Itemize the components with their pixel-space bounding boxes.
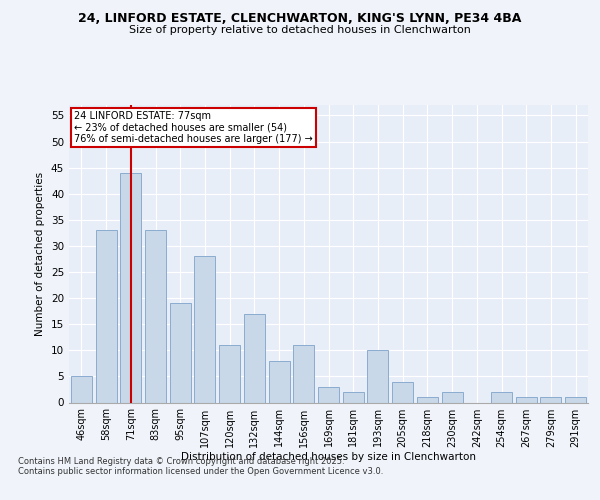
Text: Contains HM Land Registry data © Crown copyright and database right 2025.: Contains HM Land Registry data © Crown c… <box>18 458 344 466</box>
Text: Size of property relative to detached houses in Clenchwarton: Size of property relative to detached ho… <box>129 25 471 35</box>
X-axis label: Distribution of detached houses by size in Clenchwarton: Distribution of detached houses by size … <box>181 452 476 462</box>
Bar <box>417 398 438 402</box>
Bar <box>442 392 463 402</box>
Bar <box>145 230 166 402</box>
Bar <box>565 398 586 402</box>
Bar <box>343 392 364 402</box>
Bar <box>194 256 215 402</box>
Bar <box>293 345 314 403</box>
Text: Contains public sector information licensed under the Open Government Licence v3: Contains public sector information licen… <box>18 468 383 476</box>
Bar <box>516 398 537 402</box>
Text: 24 LINFORD ESTATE: 77sqm
← 23% of detached houses are smaller (54)
76% of semi-d: 24 LINFORD ESTATE: 77sqm ← 23% of detach… <box>74 111 313 144</box>
Bar <box>244 314 265 402</box>
Bar <box>541 398 562 402</box>
Bar <box>491 392 512 402</box>
Bar <box>170 304 191 402</box>
Bar <box>95 230 116 402</box>
Bar <box>219 345 240 403</box>
Bar <box>269 360 290 403</box>
Bar <box>120 173 141 402</box>
Bar <box>367 350 388 403</box>
Text: 24, LINFORD ESTATE, CLENCHWARTON, KING'S LYNN, PE34 4BA: 24, LINFORD ESTATE, CLENCHWARTON, KING'S… <box>79 12 521 26</box>
Bar <box>71 376 92 402</box>
Bar <box>318 387 339 402</box>
Y-axis label: Number of detached properties: Number of detached properties <box>35 172 46 336</box>
Bar <box>392 382 413 402</box>
